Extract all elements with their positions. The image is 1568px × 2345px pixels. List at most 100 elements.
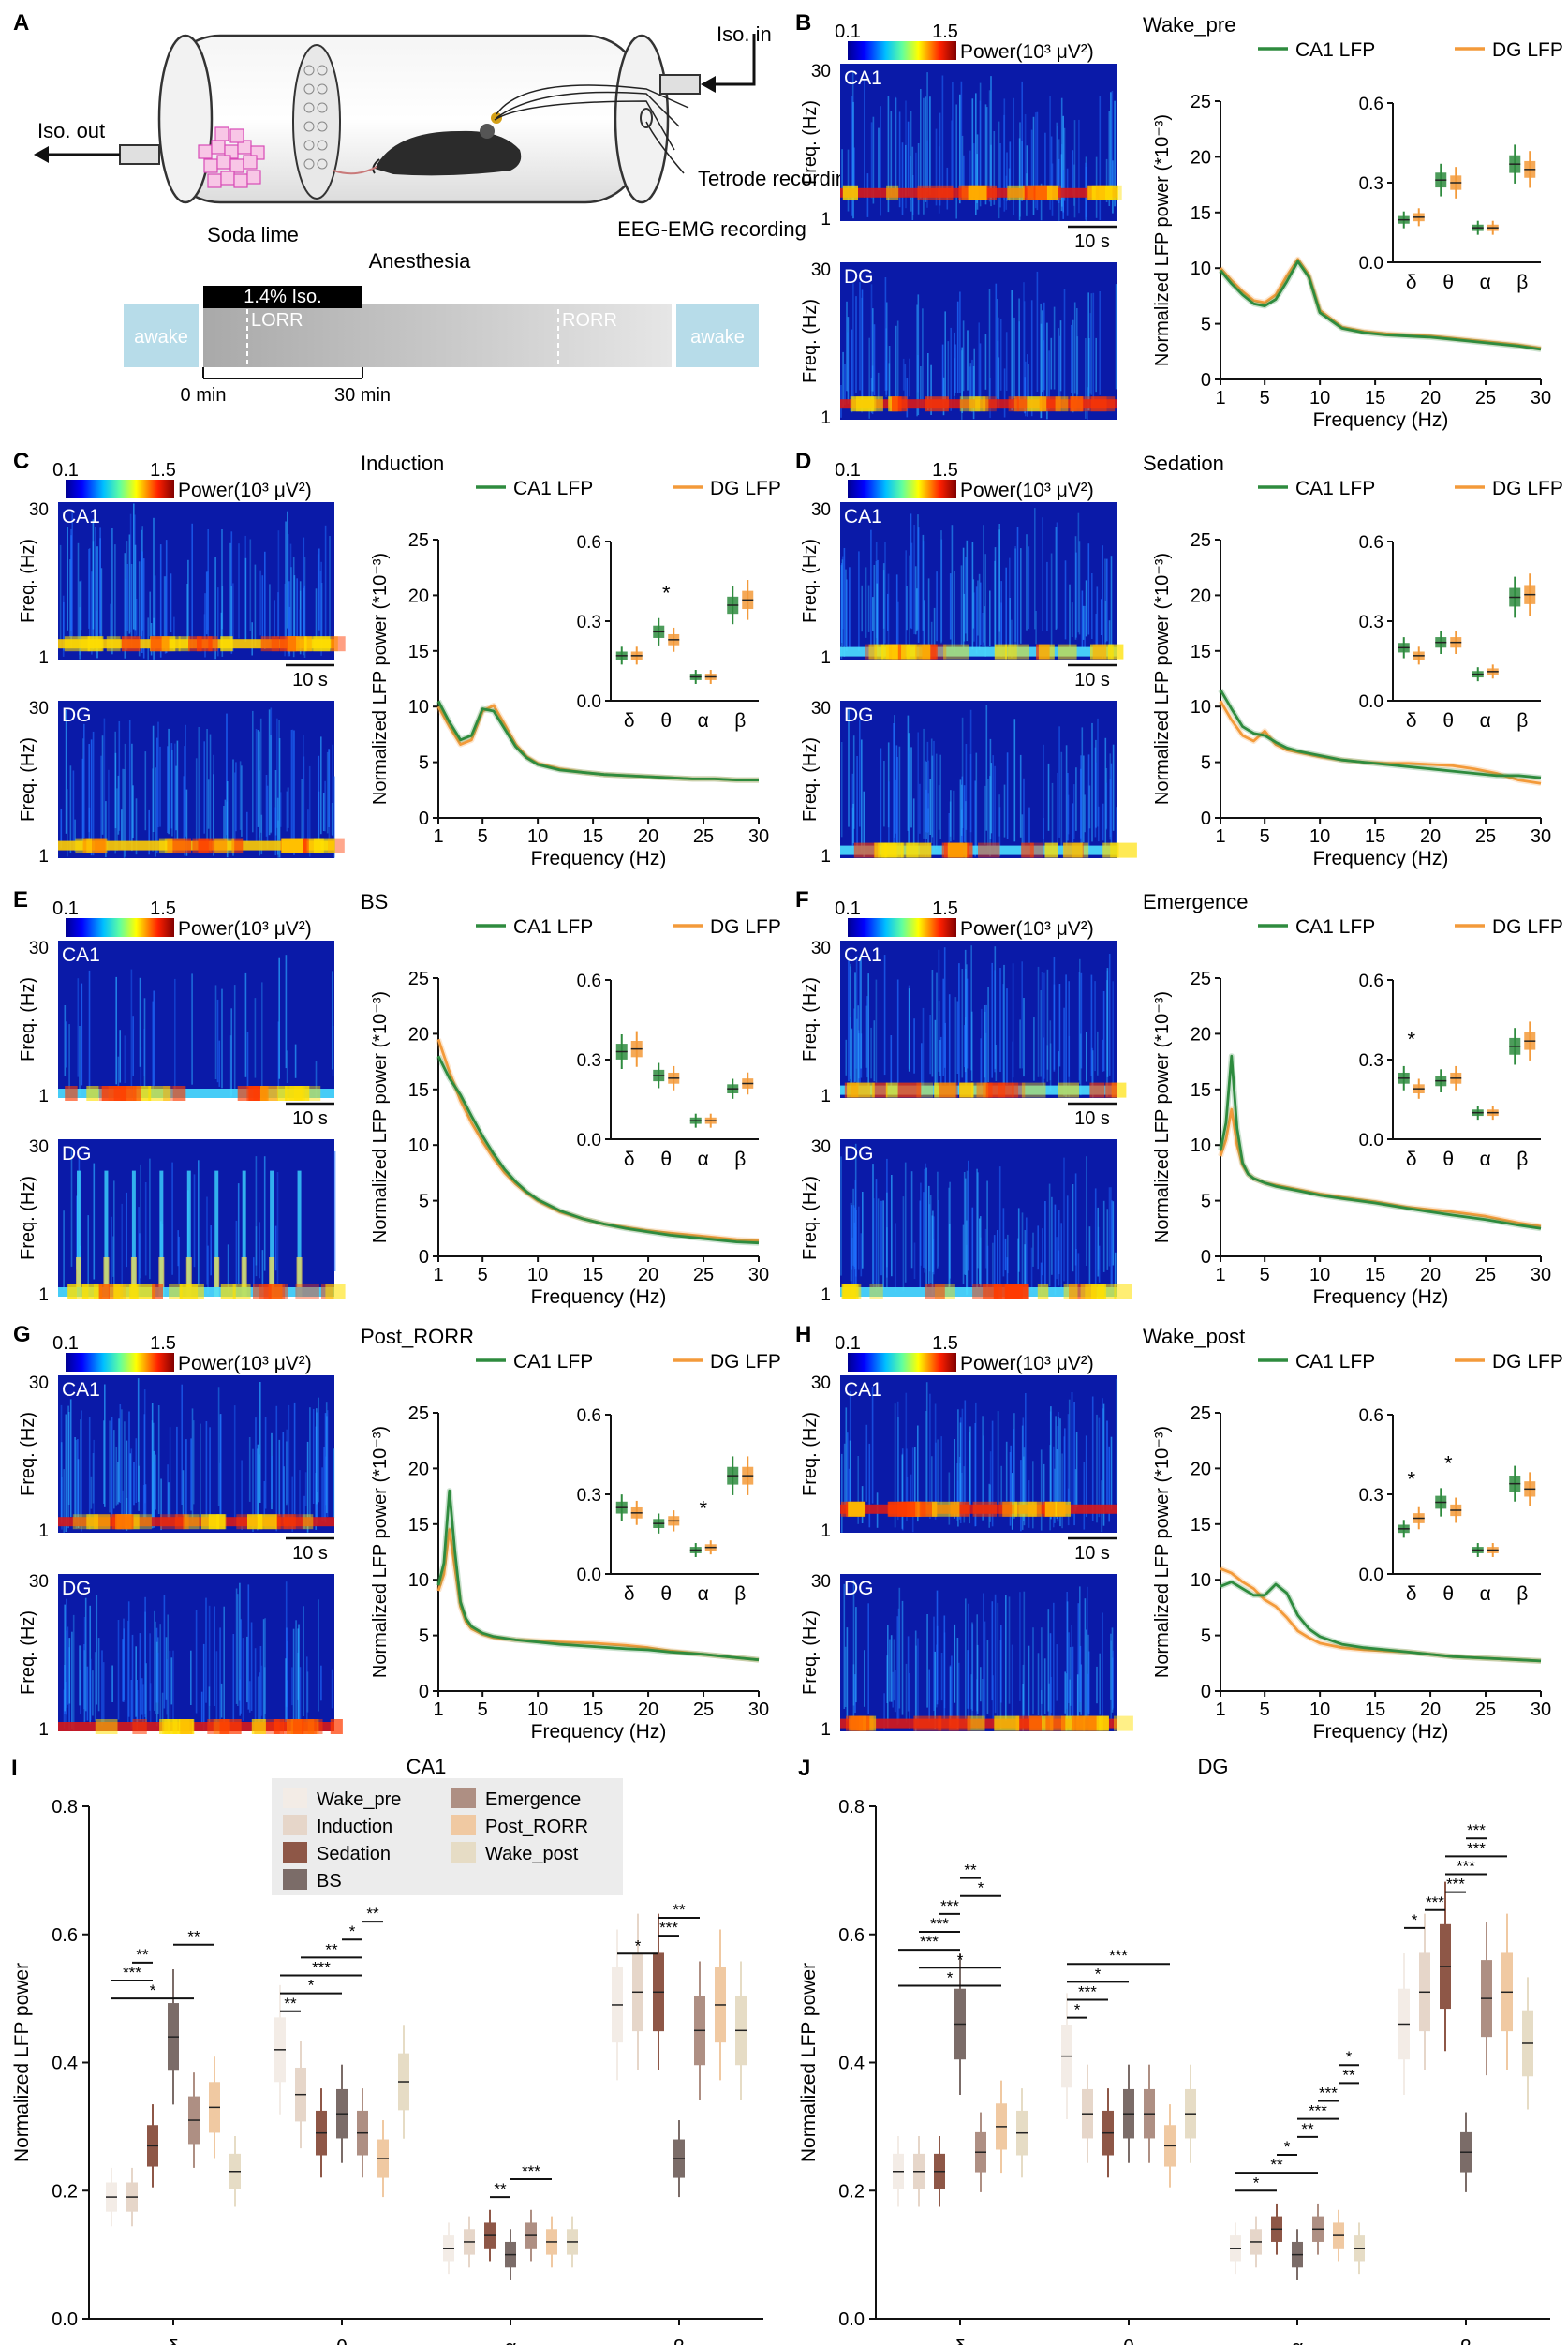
significance-label: ** bbox=[136, 1946, 149, 1964]
freq-axis-label: Freq. (Hz) bbox=[18, 1610, 38, 1695]
spectrogram-streak bbox=[264, 1618, 266, 1714]
spectrogram-streak bbox=[851, 1028, 853, 1084]
freq-axis-label: Freq. (Hz) bbox=[18, 1412, 38, 1496]
spectrogram-streak bbox=[1096, 1414, 1098, 1523]
spectrogram-streak bbox=[80, 580, 82, 631]
inset-y-tick-label: 0.0 bbox=[577, 692, 601, 712]
spectrogram-streak bbox=[315, 588, 318, 639]
spectrogram-streak bbox=[1086, 1156, 1087, 1266]
spectrogram-streak bbox=[1095, 614, 1097, 646]
spectrogram-streak bbox=[980, 1667, 982, 1702]
colorbar bbox=[848, 41, 956, 60]
freq-top-tick: 30 bbox=[29, 1572, 49, 1592]
spectrogram-streak bbox=[1078, 119, 1080, 214]
spectrogram-streak bbox=[890, 111, 893, 196]
spectrogram-hotspot bbox=[1005, 644, 1029, 660]
significance-label: ** bbox=[187, 1928, 200, 1946]
spectrogram-hotspot bbox=[98, 1284, 110, 1299]
spectrogram-streak bbox=[143, 1029, 145, 1076]
spectrogram-streak bbox=[155, 767, 156, 857]
spectrogram-streak bbox=[949, 1665, 952, 1716]
psd-series-ca1 bbox=[1220, 1581, 1542, 1663]
spectrogram-streak bbox=[110, 603, 111, 644]
spectrogram-streak bbox=[275, 1405, 278, 1532]
spectrogram-streak bbox=[891, 1175, 893, 1277]
spectrogram-streak bbox=[332, 744, 334, 837]
timeline-awake-pre bbox=[124, 304, 199, 367]
spectrogram-streak bbox=[264, 551, 266, 649]
psd-y-tick-label: 20 bbox=[408, 1459, 429, 1479]
spectrogram-streak bbox=[930, 621, 933, 660]
psd-x-label: Frequency (Hz) bbox=[1313, 1286, 1449, 1308]
spectrogram-streak bbox=[255, 1226, 258, 1277]
spectrogram-streak bbox=[130, 1448, 133, 1516]
spectrogram-streak bbox=[239, 761, 242, 830]
spectrogram-streak bbox=[1058, 1051, 1059, 1090]
spectrogram-streak bbox=[885, 302, 888, 391]
spectrogram-streak bbox=[181, 1384, 183, 1505]
spectrogram-streak bbox=[303, 735, 304, 844]
spectrogram-streak bbox=[290, 730, 293, 848]
spectrogram-streak bbox=[1094, 1188, 1097, 1297]
spectrogram-streak bbox=[1040, 303, 1042, 419]
psd-series-ca1 bbox=[436, 1489, 760, 1662]
spectrogram-streak bbox=[1105, 158, 1108, 202]
inset-boxplot-h: 0.00.30.6δ θ α β** bbox=[1359, 1406, 1541, 1605]
spectrogram-streak bbox=[1007, 1234, 1009, 1274]
spectrogram-streak bbox=[982, 1679, 984, 1726]
spectrogram-streak bbox=[1009, 557, 1011, 647]
spectrogram-streak bbox=[1040, 1690, 1043, 1728]
spectrogram-streak bbox=[270, 735, 272, 834]
spectrogram-streak bbox=[1019, 1019, 1021, 1069]
spectrogram-streak bbox=[868, 1443, 871, 1528]
spectrogram-hotspot bbox=[253, 1284, 272, 1299]
region-dg-label: DG bbox=[62, 705, 92, 726]
psd-y-tick-label: 5 bbox=[1201, 315, 1211, 335]
spectrogram-streak bbox=[908, 733, 910, 852]
spectrogram-streak bbox=[207, 779, 210, 829]
psd-y-tick-label: 15 bbox=[1191, 1515, 1211, 1536]
spectrogram-streak bbox=[1030, 129, 1033, 200]
spectrogram-streak bbox=[70, 1149, 73, 1267]
spectrogram-streak bbox=[855, 1607, 857, 1703]
spectrogram-streak bbox=[851, 1029, 852, 1083]
spectrogram-streak bbox=[1059, 335, 1061, 407]
spectrogram-streak bbox=[122, 768, 124, 850]
spectrogram-streak bbox=[1074, 1173, 1077, 1266]
condition-title: Sedation bbox=[1143, 452, 1224, 475]
inset-band-label: α bbox=[1480, 272, 1491, 293]
inset-boxplot-g: 0.00.30.6δ θ α β* bbox=[577, 1406, 759, 1605]
spectrogram-streak bbox=[1034, 112, 1037, 209]
spectrogram-streak bbox=[923, 1192, 925, 1268]
spectrogram-streak bbox=[1008, 1596, 1011, 1704]
spectrogram-streak bbox=[185, 1439, 187, 1524]
outlet-port bbox=[119, 144, 160, 165]
chamber-end-left bbox=[157, 34, 214, 204]
spectrogram-streak bbox=[251, 622, 253, 656]
psd-x-tick-label: 25 bbox=[1475, 1265, 1496, 1285]
spectrogram-streak bbox=[888, 346, 891, 402]
spectrogram-hotspot bbox=[198, 838, 213, 853]
freq-top-tick: 30 bbox=[29, 1373, 49, 1393]
spectrogram-streak bbox=[1109, 779, 1112, 838]
spectrogram-streak bbox=[942, 978, 944, 1076]
spectrogram-streak bbox=[1110, 1633, 1112, 1700]
spectrogram-streak bbox=[1000, 1465, 1002, 1506]
spectrogram-hotspot bbox=[1038, 644, 1055, 660]
spectrogram-streak bbox=[1035, 611, 1037, 645]
spectrogram-streak bbox=[74, 819, 76, 852]
spectrogram-streak bbox=[147, 617, 149, 660]
psd-y-tick-label: 15 bbox=[408, 1080, 429, 1101]
spectrogram-streak bbox=[1056, 1449, 1058, 1520]
spectrogram-streak bbox=[1006, 1257, 1009, 1293]
spectrogram-streak bbox=[232, 1634, 235, 1724]
spectrogram-streak bbox=[1112, 1650, 1114, 1708]
spectrogram-streak bbox=[979, 100, 982, 199]
inset-y-tick-label: 0.6 bbox=[577, 533, 601, 553]
spectrogram-streak bbox=[916, 588, 918, 631]
spectrogram-streak bbox=[60, 1442, 63, 1523]
spectrogram-streak bbox=[206, 729, 208, 845]
spectrogram-streak bbox=[930, 738, 933, 844]
spectrogram-streak bbox=[144, 1484, 147, 1521]
spectrogram-streak bbox=[1042, 1228, 1043, 1276]
